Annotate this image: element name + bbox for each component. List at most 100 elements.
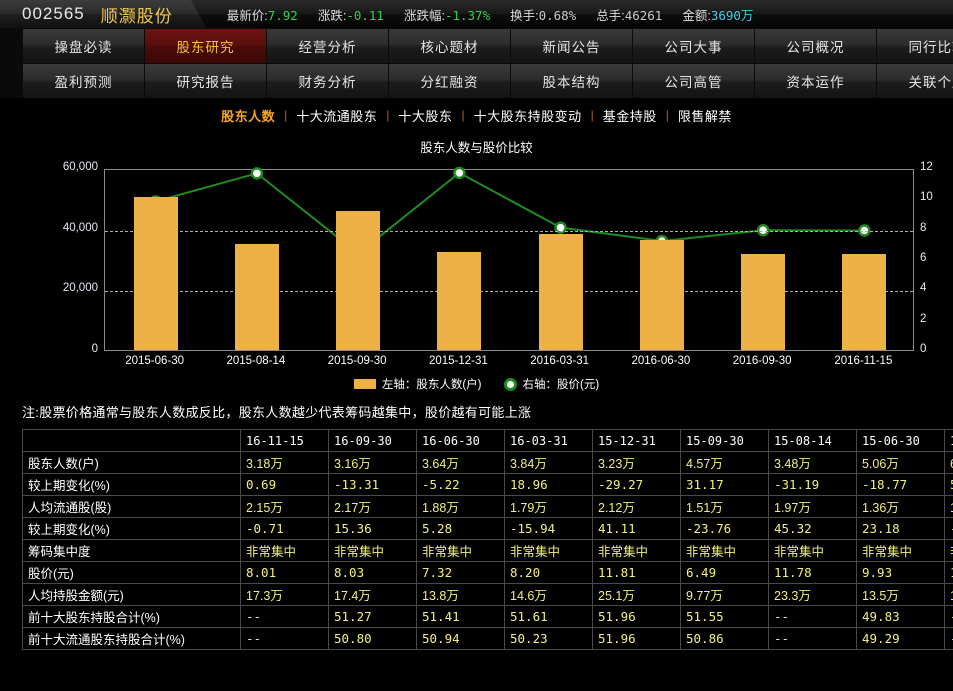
nav-tab-盈利预测[interactable]: 盈利预测 (23, 64, 144, 98)
y-axis-tick-right: 12 (920, 161, 933, 173)
table-cell: 49.29 (856, 627, 945, 650)
y-axis-tick-left: 20,000 (62, 282, 98, 295)
table-cell: 7.32 (416, 561, 505, 584)
subnav-item-十大股东[interactable]: 十大股东 (398, 108, 453, 124)
table-cell: 非常集中 (504, 539, 593, 562)
x-axis-tick: 2015-08-14 (226, 355, 286, 367)
nav-tab-研究报告[interactable]: 研究报告 (145, 64, 266, 98)
nav-tab-label: 同行比较 (908, 40, 953, 55)
chart-bar (437, 252, 482, 350)
table-cell: -- (240, 605, 329, 628)
x-axis-tick: 2015-12-31 (428, 355, 488, 367)
nav-tab-资本运作[interactable]: 资本运作 (755, 64, 876, 98)
subnav-separator: | (386, 108, 390, 122)
nav-tab-label: 公司概况 (786, 40, 845, 55)
table-cell: 非常集中 (680, 539, 769, 562)
nav-tab-财务分析[interactable]: 财务分析 (267, 64, 388, 98)
nav-tab-经营分析[interactable]: 经营分析 (267, 29, 388, 63)
table-cell: -- (240, 627, 329, 650)
y-axis-tick-right: 2 (920, 312, 927, 325)
quote-value: -0.11 (346, 7, 384, 23)
table-cell: 8.01 (240, 561, 329, 584)
table-cell: -13.31 (328, 473, 417, 496)
table-cell: 51.55 (680, 605, 769, 628)
table-cell: 4.57万 (680, 451, 769, 474)
table-cell: -5.22 (416, 473, 505, 496)
table-row: 筹码集中度非常集中非常集中非常集中非常集中非常集中非常集中非常集中非常集中非常集… (22, 539, 953, 562)
price-point-marker (756, 223, 770, 237)
y-axis-tick-right: 4 (920, 282, 927, 295)
table-cell: 非常集中 (944, 539, 953, 562)
nav-tab-股东研究[interactable]: 股东研究 (145, 29, 266, 63)
subnav-item-股东人数[interactable]: 股东人数 (221, 108, 276, 124)
nav-tab-label: 经营分析 (298, 40, 357, 55)
quote-label: 金额: (682, 8, 711, 23)
table-cell: 18.96 (504, 473, 593, 496)
table-cell: 非常集中 (592, 539, 681, 562)
subnav-item-十大股东持股变动[interactable]: 十大股东持股变动 (473, 108, 582, 124)
table-row: 前十大股东持股合计(%) -- 51.27 51.41 51.61 51.96 51.55-… (22, 605, 953, 628)
table-column-header: 16-11-15 (240, 429, 329, 452)
table-row: 前十大流通股东持股合计(%) -- 50.80 50.94 50.23 51.96 50.8… (22, 627, 953, 650)
main-navigation: 操盘必读 股东研究 经营分析 核心题材 新闻公告 公司大事 公司概况 同行比较 盈利预测 研究报… (0, 28, 953, 98)
y-axis-tick-left: 0 (91, 343, 98, 355)
nav-tab-新闻公告[interactable]: 新闻公告 (511, 29, 632, 63)
table-cell: 3.84万 (504, 451, 593, 474)
table-cell: 3.16万 (328, 451, 417, 474)
nav-tab-分红融资[interactable]: 分红融资 (389, 64, 510, 98)
table-cell: 0.69 (240, 473, 329, 496)
nav-tab-股本结构[interactable]: 股本结构 (511, 64, 632, 98)
subnav-item-基金持股[interactable]: 基金持股 (602, 108, 657, 124)
legend-item: 左轴：股东人数(户) (353, 376, 482, 392)
table-cell: 2.17万 (328, 495, 417, 518)
chart-legend: 左轴：股东人数(户) 右轴：股价(元) (0, 376, 953, 392)
chart-title: 股东人数与股价比较 (420, 141, 533, 155)
subnav-item-十大流通股东[interactable]: 十大流通股东 (296, 108, 378, 124)
table-cell: -- (768, 627, 857, 650)
table-cell: -0.71 (240, 517, 329, 540)
quote-label: 换手: (510, 8, 539, 23)
nav-tab-公司概况[interactable]: 公司概况 (755, 29, 876, 63)
x-axis-tick: 2016-09-30 (732, 355, 792, 367)
table-cell: 50.86 (680, 627, 769, 650)
table-row-header: 前十大流通股东持股合计(%) (22, 627, 241, 650)
nav-tab-label: 研究报告 (176, 75, 235, 90)
price-point-marker (453, 166, 466, 180)
y-axis-tick-left: 40,000 (62, 221, 98, 234)
table-cell: 31.17 (680, 473, 769, 496)
sub-navigation: 股东人数 | 十大流通股东 | 十大股东 | 十大股东持股变动 | 基金持股 | 限售解禁 (0, 99, 953, 131)
nav-tab-核心题材[interactable]: 核心题材 (389, 29, 510, 63)
table-column-header: 16-06-30 (416, 429, 505, 452)
nav-tab-公司高管[interactable]: 公司高管 (633, 64, 754, 98)
table-cell: 23.3万 (768, 583, 857, 606)
quote-value: 3690万 (710, 7, 754, 23)
subnav-item-限售解禁[interactable]: 限售解禁 (677, 108, 732, 124)
table-cell: 非常集中 (328, 539, 417, 562)
stock-code: 002565 (22, 4, 85, 23)
table-cell: 11.81 (592, 561, 681, 584)
y-axis-tick-right: 0 (920, 343, 927, 355)
nav-tab-label: 盈利预测 (54, 75, 113, 90)
nav-tab-label: 资本运作 (786, 75, 845, 90)
table-column-header: 16-09-30 (328, 429, 417, 452)
table-row-header: 较上期变化(%) (22, 517, 241, 540)
nav-tab-同行比较[interactable]: 同行比较 (877, 29, 953, 63)
legend-item: 右轴：股价(元) (503, 376, 599, 392)
table-cell: 2.12万 (592, 495, 681, 518)
shareholder-data-table-wrapper: 16-11-15 16-09-30 16-06-30 16-03-31 15-12-31… (0, 429, 953, 650)
table-cell: 51.96 (592, 605, 681, 628)
stock-identity-tag[interactable]: 002565 顺灏股份 (0, 0, 207, 28)
x-axis-tick: 2015-09-30 (327, 355, 387, 367)
nav-tab-label: 核心题材 (420, 40, 479, 55)
table-cell: 6.49 (680, 561, 769, 584)
nav-tab-label: 操盘必读 (54, 40, 113, 55)
table-cell: 51.41 (416, 605, 505, 628)
nav-tab-操盘必读[interactable]: 操盘必读 (23, 29, 144, 63)
quote-list: 最新价: 7.92 涨跌: -0.11 涨跌幅: -1.37% 换手: 0.68% 总手: 462… (207, 5, 754, 24)
table-row-header: 人均持股金额(元) (22, 583, 241, 606)
table-cell: 45.32 (768, 517, 857, 540)
table-cell: 11.78 (768, 561, 857, 584)
nav-tab-公司大事[interactable]: 公司大事 (633, 29, 754, 63)
nav-tab-label: 分红融资 (420, 75, 479, 90)
